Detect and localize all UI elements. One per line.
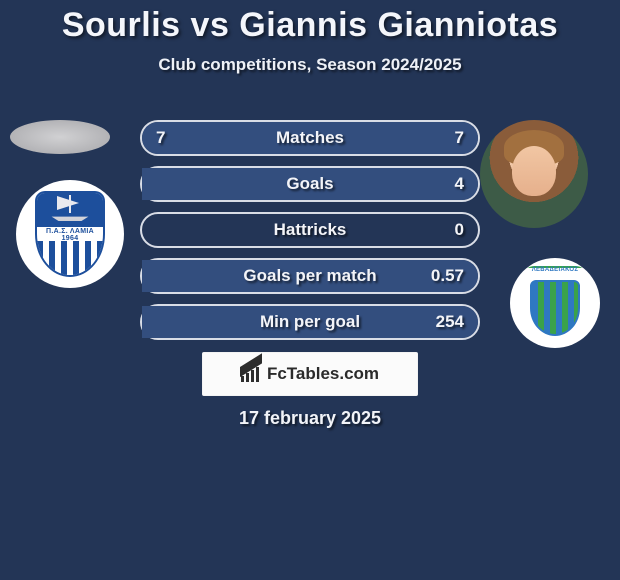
stat-label: Goals per match (243, 266, 376, 286)
stat-value-right: 7 (455, 128, 464, 148)
club-right-name: ΛΕΒΑΔΕΙΑΚΟΣ (524, 267, 586, 273)
club-right-crest: ΛΕΒΑΔΕΙΑΚΟΣ (524, 266, 586, 340)
stat-label: Min per goal (260, 312, 360, 332)
stat-label: Matches (276, 128, 344, 148)
stat-value-right: 0 (455, 220, 464, 240)
stat-label: Goals (286, 174, 333, 194)
date-text: 17 february 2025 (0, 408, 620, 429)
stats-block: 7 Matches 7 Goals 4 Hattricks 0 Goals pe… (140, 120, 480, 350)
club-right-badge: ΛΕΒΑΔΕΙΑΚΟΣ (510, 258, 600, 348)
subtitle: Club competitions, Season 2024/2025 (0, 55, 620, 75)
stat-value-right: 254 (436, 312, 464, 332)
stat-row-hattricks: Hattricks 0 (140, 212, 480, 248)
brand-chart-icon (241, 366, 261, 382)
player-right-avatar (480, 120, 588, 228)
club-left-name: Π.Α.Σ. ΛΑΜΙΑ 1964 (37, 228, 103, 242)
player-left-avatar (10, 120, 110, 154)
stat-value-left: 7 (156, 128, 165, 148)
stat-row-goals: Goals 4 (140, 166, 480, 202)
stat-row-gpm: Goals per match 0.57 (140, 258, 480, 294)
page-title: Sourlis vs Giannis Gianniotas (0, 0, 620, 45)
stat-label: Hattricks (274, 220, 347, 240)
stat-row-mpg: Min per goal 254 (140, 304, 480, 340)
club-left-crest: Π.Α.Σ. ΛΑΜΙΑ 1964 (35, 191, 105, 277)
brand-box: FcTables.com (202, 352, 418, 396)
club-left-badge: Π.Α.Σ. ΛΑΜΙΑ 1964 (16, 180, 124, 288)
stat-row-matches: 7 Matches 7 (140, 120, 480, 156)
stat-value-right: 0.57 (431, 266, 464, 286)
stat-value-right: 4 (455, 174, 464, 194)
brand-text: FcTables.com (267, 364, 379, 384)
